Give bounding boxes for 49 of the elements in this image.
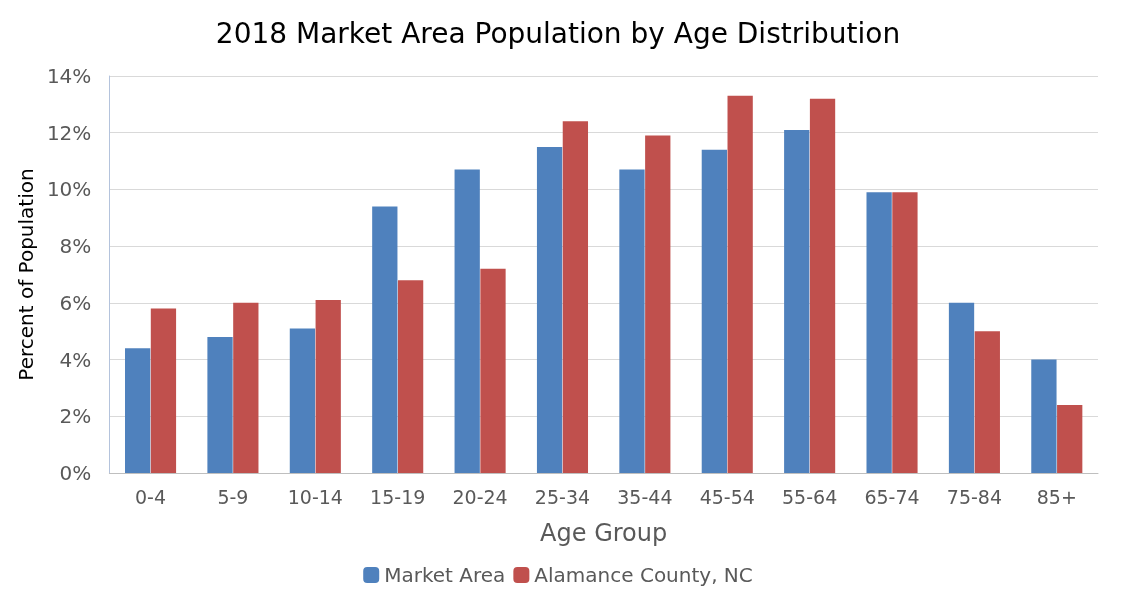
x-tick-label: 15-19 — [370, 485, 426, 508]
y-tick-label: 2% — [59, 404, 92, 429]
x-tick-label: 75-84 — [946, 485, 1003, 508]
bar — [480, 268, 506, 473]
bar — [125, 348, 151, 473]
bar — [974, 331, 1000, 473]
bar — [619, 169, 645, 473]
bar — [233, 302, 259, 473]
bar — [562, 121, 589, 473]
bar — [701, 149, 727, 473]
x-tick-label: 85+ — [1036, 485, 1077, 508]
bar — [866, 192, 892, 473]
bar — [727, 95, 753, 473]
bar — [454, 169, 480, 473]
bar — [397, 280, 424, 473]
x-tick-label: 0-4 — [135, 485, 167, 508]
bar — [289, 328, 316, 473]
bar — [948, 302, 975, 473]
y-tick-label: 6% — [59, 290, 92, 315]
y-tick-label: 0% — [59, 461, 92, 485]
x-tick-label: 45-54 — [699, 485, 755, 508]
bar — [645, 135, 671, 473]
legend-label: Market Area — [384, 563, 506, 587]
x-tick-label: 35-44 — [617, 485, 673, 508]
x-tick-label: 20-24 — [452, 485, 508, 508]
y-tick-label: 10% — [46, 177, 92, 202]
legend-label: Alamance County, NC — [534, 563, 753, 587]
bar — [1057, 404, 1083, 473]
bar — [150, 308, 177, 473]
x-tick-label: 55-64 — [782, 485, 838, 508]
y-tick-label: 14% — [46, 64, 92, 88]
bar — [315, 300, 341, 473]
x-tick-label: 5-9 — [217, 485, 249, 508]
x-tick-label: 25-34 — [534, 485, 591, 508]
bar — [892, 192, 918, 473]
bar — [1031, 359, 1057, 473]
x-axis-title: Age Group — [540, 519, 668, 547]
bar — [809, 98, 836, 473]
bar — [784, 129, 810, 473]
x-tick-label: 65-74 — [864, 485, 920, 508]
bar — [207, 336, 233, 473]
x-tick-label: 10-14 — [287, 485, 343, 508]
y-tick-label: 12% — [46, 120, 92, 145]
bar — [536, 146, 563, 473]
y-tick-label: 4% — [59, 347, 92, 372]
y-axis-title: Percent of Population — [14, 168, 38, 381]
chart-title: 2018 Market Area Population by Age Distribution — [215, 16, 901, 50]
bar — [372, 206, 398, 473]
y-tick-label: 8% — [59, 234, 92, 259]
